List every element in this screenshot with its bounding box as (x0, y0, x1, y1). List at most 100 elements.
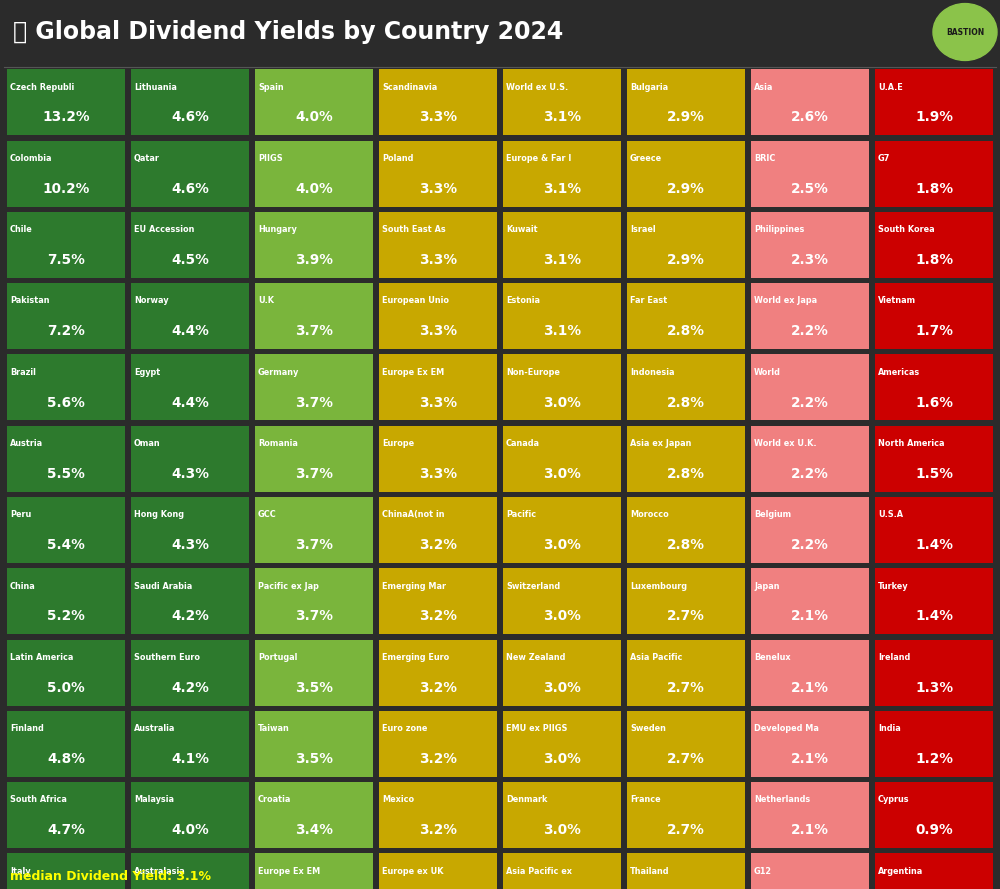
Text: India: India (878, 725, 901, 733)
FancyBboxPatch shape (627, 639, 745, 706)
FancyBboxPatch shape (627, 355, 745, 420)
Text: 5.5%: 5.5% (47, 467, 85, 481)
Text: Euro zone: Euro zone (382, 725, 427, 733)
FancyBboxPatch shape (503, 140, 621, 206)
Text: Switzerland: Switzerland (506, 581, 560, 590)
FancyBboxPatch shape (503, 711, 621, 777)
FancyBboxPatch shape (627, 140, 745, 206)
FancyBboxPatch shape (379, 212, 497, 278)
FancyBboxPatch shape (627, 426, 745, 492)
Text: Luxembourg: Luxembourg (630, 581, 687, 590)
FancyBboxPatch shape (7, 355, 125, 420)
Text: 3.0%: 3.0% (543, 396, 581, 410)
FancyBboxPatch shape (131, 639, 249, 706)
FancyBboxPatch shape (875, 212, 993, 278)
Text: 4.1%: 4.1% (171, 752, 209, 766)
Text: 2.1%: 2.1% (791, 681, 829, 694)
Text: 5.2%: 5.2% (47, 610, 85, 623)
Text: 3.2%: 3.2% (419, 610, 457, 623)
Text: 1.4%: 1.4% (915, 610, 953, 623)
FancyBboxPatch shape (503, 69, 621, 135)
Text: Vietnam: Vietnam (878, 297, 916, 306)
FancyBboxPatch shape (379, 782, 497, 848)
Text: Far East: Far East (630, 297, 667, 306)
Text: 🌍 Global Dividend Yields by Country 2024: 🌍 Global Dividend Yields by Country 2024 (13, 20, 563, 44)
Text: 5.4%: 5.4% (47, 538, 85, 552)
Text: World: World (754, 368, 781, 377)
Text: 3.7%: 3.7% (295, 538, 333, 552)
Text: Turkey: Turkey (878, 581, 908, 590)
FancyBboxPatch shape (7, 782, 125, 848)
Text: 10.2%: 10.2% (42, 181, 90, 196)
Text: South Korea: South Korea (878, 225, 935, 234)
Text: 2.9%: 2.9% (667, 253, 705, 267)
Text: World ex U.K.: World ex U.K. (754, 439, 816, 448)
FancyBboxPatch shape (751, 212, 869, 278)
Text: France: France (630, 796, 661, 805)
Text: 2.3%: 2.3% (791, 253, 829, 267)
Text: 4.5%: 4.5% (171, 253, 209, 267)
FancyBboxPatch shape (7, 639, 125, 706)
Text: Finland: Finland (10, 725, 44, 733)
FancyBboxPatch shape (7, 140, 125, 206)
FancyBboxPatch shape (503, 212, 621, 278)
FancyBboxPatch shape (255, 711, 373, 777)
FancyBboxPatch shape (751, 782, 869, 848)
Text: Poland: Poland (382, 154, 413, 163)
Text: 3.5%: 3.5% (295, 681, 333, 694)
FancyBboxPatch shape (7, 212, 125, 278)
Text: Asia ex Japan: Asia ex Japan (630, 439, 691, 448)
Text: 4.8%: 4.8% (47, 752, 85, 766)
Text: 4.3%: 4.3% (171, 538, 209, 552)
FancyBboxPatch shape (503, 782, 621, 848)
Text: Europe: Europe (382, 439, 414, 448)
FancyBboxPatch shape (379, 69, 497, 135)
FancyBboxPatch shape (131, 212, 249, 278)
Text: Romania: Romania (258, 439, 298, 448)
Text: 0.9%: 0.9% (915, 823, 953, 837)
Text: 2.2%: 2.2% (791, 324, 829, 339)
FancyBboxPatch shape (751, 639, 869, 706)
Text: New Zealand: New Zealand (506, 653, 565, 662)
Text: 2.7%: 2.7% (667, 681, 705, 694)
Text: 1.4%: 1.4% (915, 538, 953, 552)
FancyBboxPatch shape (255, 497, 373, 563)
FancyBboxPatch shape (7, 426, 125, 492)
FancyBboxPatch shape (875, 782, 993, 848)
Text: 2.2%: 2.2% (791, 396, 829, 410)
FancyBboxPatch shape (131, 497, 249, 563)
FancyBboxPatch shape (379, 711, 497, 777)
FancyBboxPatch shape (627, 69, 745, 135)
Text: 3.7%: 3.7% (295, 610, 333, 623)
Text: 2.8%: 2.8% (667, 467, 705, 481)
FancyBboxPatch shape (875, 853, 993, 889)
Text: 3.3%: 3.3% (419, 467, 457, 481)
Text: Colombia: Colombia (10, 154, 52, 163)
Text: 1.8%: 1.8% (915, 253, 953, 267)
FancyBboxPatch shape (7, 284, 125, 349)
FancyBboxPatch shape (7, 69, 125, 135)
FancyBboxPatch shape (131, 426, 249, 492)
Text: 3.0%: 3.0% (543, 681, 581, 694)
Text: Saudi Arabia: Saudi Arabia (134, 581, 192, 590)
FancyBboxPatch shape (503, 639, 621, 706)
Text: 3.7%: 3.7% (295, 396, 333, 410)
FancyBboxPatch shape (751, 69, 869, 135)
FancyBboxPatch shape (379, 426, 497, 492)
Text: Sweden: Sweden (630, 725, 666, 733)
Text: BASTION: BASTION (946, 28, 984, 36)
Text: 2.7%: 2.7% (667, 610, 705, 623)
FancyBboxPatch shape (875, 284, 993, 349)
Text: 3.2%: 3.2% (419, 823, 457, 837)
Text: Czech Republi: Czech Republi (10, 83, 74, 92)
FancyBboxPatch shape (751, 355, 869, 420)
Text: median Dividend Yield: 3.1%: median Dividend Yield: 3.1% (10, 870, 211, 883)
Text: Netherlands: Netherlands (754, 796, 810, 805)
Text: Latin America: Latin America (10, 653, 73, 662)
FancyBboxPatch shape (379, 284, 497, 349)
FancyBboxPatch shape (131, 69, 249, 135)
FancyBboxPatch shape (131, 140, 249, 206)
FancyBboxPatch shape (875, 568, 993, 634)
Text: Bulgaria: Bulgaria (630, 83, 668, 92)
FancyBboxPatch shape (379, 639, 497, 706)
